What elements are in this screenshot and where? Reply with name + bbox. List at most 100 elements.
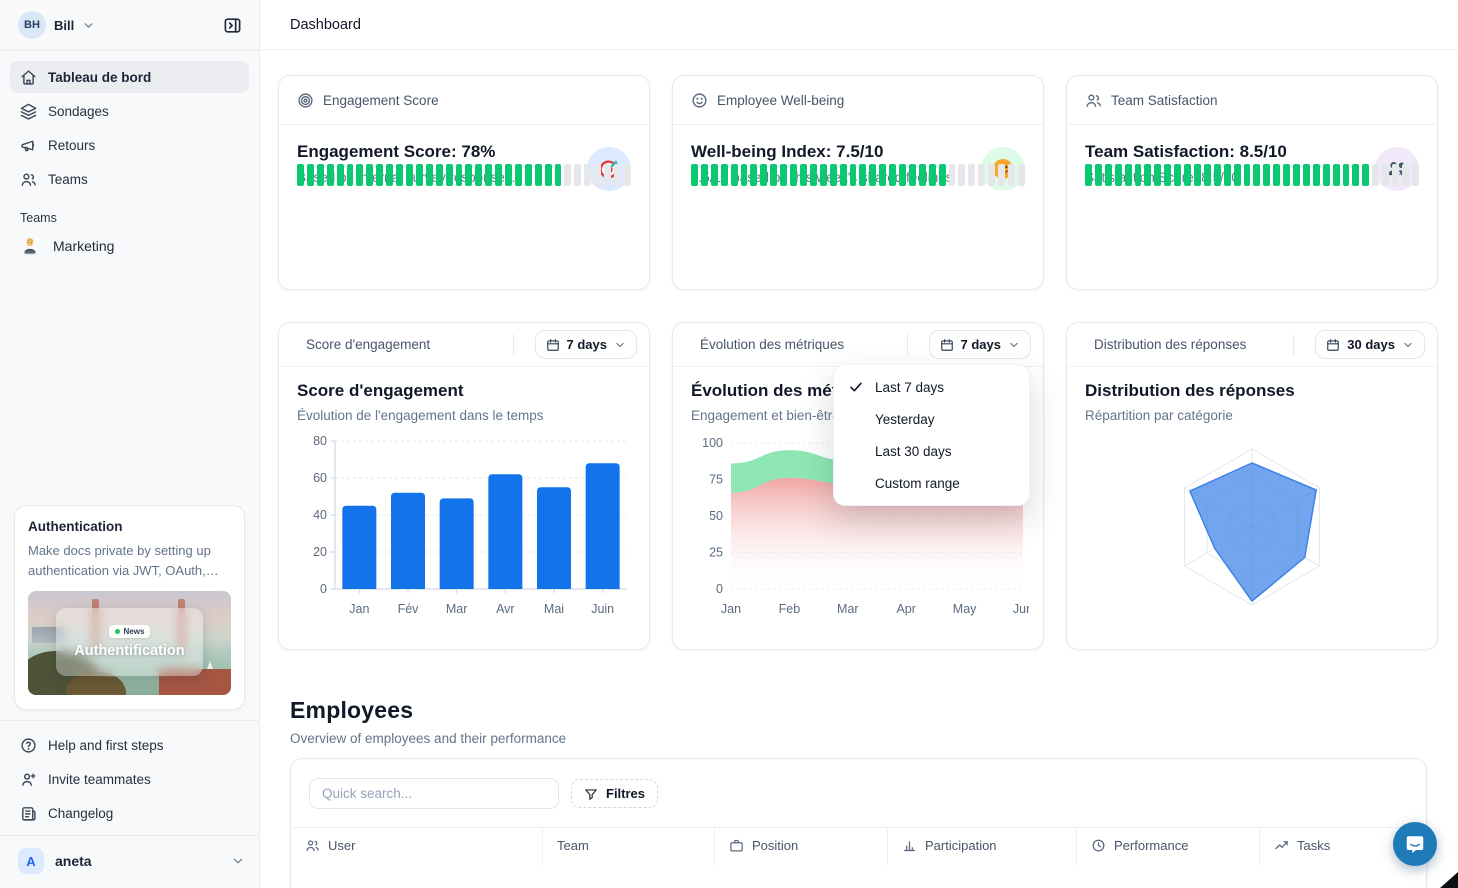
promo-overlay-card: News Authentification (56, 607, 203, 677)
sidebar-team-marketing[interactable]: Marketing (10, 229, 249, 263)
chevron-down-icon (1008, 339, 1020, 351)
filters-button[interactable]: Filtres (571, 779, 659, 808)
chart-subtitle: Évolution de l'engagement dans le temps (297, 408, 544, 423)
column-label: Team (557, 838, 589, 853)
divider (0, 50, 259, 51)
badge-dot-icon (114, 628, 120, 634)
sidebar-item-label: Tableau de bord (48, 69, 152, 85)
divider (906, 333, 908, 356)
check-spacer (848, 443, 864, 459)
menu-item-yesterday[interactable]: Yesterday (834, 403, 1029, 435)
menu-item-label: Yesterday (875, 411, 935, 427)
users-icon (1085, 92, 1102, 109)
collapse-sidebar-button[interactable] (219, 12, 245, 38)
chart-card-title: Distribution des réponses (1094, 337, 1247, 352)
sidebar-item-sondages[interactable]: Sondages (10, 95, 249, 127)
stat-value: Team Satisfaction: 8.5/10 (1085, 142, 1287, 161)
stat-card-title: Team Satisfaction (1111, 92, 1218, 108)
svg-text:Mai: Mai (544, 602, 564, 616)
date-range-button[interactable]: 7 days (534, 330, 637, 359)
sidebar-item-label: Teams (48, 171, 88, 187)
svg-text:Jan: Jan (349, 602, 369, 616)
promo-card-authentication[interactable]: Authentication Make docs private by sett… (14, 505, 245, 710)
sidebar-spacer (0, 263, 259, 495)
promo-description: Make docs private by setting up authenti… (28, 543, 211, 578)
check-spacer (848, 475, 864, 491)
promo-overlay-title: Authentification (74, 642, 185, 659)
menu-item-last-30-days[interactable]: Last 30 days (834, 435, 1029, 467)
sidebar-item-label: Help and first steps (48, 737, 164, 753)
sidebar-item-tableau-de-bord[interactable]: Tableau de bord (10, 61, 249, 93)
sidebar-item-label: Retours (48, 137, 96, 153)
employees-header: Employees Overview of employees and thei… (290, 697, 566, 746)
search-input[interactable] (309, 778, 559, 809)
chart-card-body: Score d'engagement Évolution de l'engage… (279, 367, 649, 617)
svg-text:Apr: Apr (896, 602, 915, 616)
newspaper-icon (20, 805, 37, 822)
svg-text:Juin: Juin (591, 602, 614, 616)
employees-table-header: User Team Position Participation (291, 827, 1426, 865)
column-header-performance[interactable]: Performance (1076, 828, 1259, 865)
workspace-switcher[interactable]: BH Bill (0, 0, 259, 50)
svg-text:75: 75 (709, 473, 723, 487)
sidebar-item-help[interactable]: Help and first steps (10, 729, 249, 761)
employees-toolbar: Filtres (291, 759, 1426, 827)
mouse-cursor (1440, 872, 1458, 888)
svg-text:25: 25 (709, 546, 723, 560)
chat-widget-button[interactable] (1393, 822, 1437, 866)
svg-text:May: May (953, 602, 977, 616)
stat-card-title: Employee Well-being (717, 92, 845, 108)
chart-subtitle: Répartition par catégorie (1085, 408, 1233, 423)
svg-text:40: 40 (313, 508, 327, 522)
sidebar-item-teams[interactable]: Teams (10, 163, 249, 195)
column-label: Performance (1114, 838, 1189, 853)
chart-card-header: Évolution des métriques 7 days (673, 323, 1043, 367)
sidebar-item-invite[interactable]: Invite teammates (10, 763, 249, 795)
chart-title: Score d'engagement (297, 381, 464, 400)
bar-chart-icon (902, 838, 917, 853)
column-header-team[interactable]: Team (542, 828, 714, 865)
column-header-tasks[interactable]: Tasks (1259, 828, 1426, 865)
menu-item-label: Last 30 days (875, 443, 952, 459)
check-icon (848, 379, 864, 395)
column-header-participation[interactable]: Participation (887, 828, 1076, 865)
promo-title: Authentication (28, 519, 123, 534)
menu-item-custom-range[interactable]: Custom range (834, 467, 1029, 499)
svg-text:Mar: Mar (446, 602, 468, 616)
chart-card-response-distribution: Distribution des réponses 30 days Distri… (1066, 322, 1438, 650)
stat-card-body: Engagement Score: 78% Based on internal … (279, 125, 649, 202)
sidebar-section-teams-label: Teams (20, 211, 57, 225)
smiley-icon (691, 92, 708, 109)
news-badge: News (108, 624, 151, 638)
employees-card: Filtres User Team Position (290, 758, 1427, 888)
date-range-button[interactable]: 7 days (928, 330, 1031, 359)
sidebar-item-changelog[interactable]: Changelog (10, 797, 249, 829)
stat-value: Well-being Index: 7.5/10 (691, 142, 884, 161)
column-label: User (328, 838, 356, 853)
sidebar-item-retours[interactable]: Retours (10, 129, 249, 161)
menu-item-last-7-days[interactable]: Last 7 days (834, 371, 1029, 403)
column-header-user[interactable]: User (291, 828, 542, 865)
chart-card-title: Score d'engagement (306, 337, 431, 352)
stat-card-header: Team Satisfaction (1067, 76, 1437, 125)
svg-text:Jun: Jun (1013, 602, 1029, 616)
chart-subtitle: Engagement et bien-être (691, 408, 840, 423)
sidebar-footer-nav: Help and first steps Invite teammates Ch… (0, 720, 259, 835)
filters-label: Filtres (606, 786, 646, 801)
page-title: Dashboard (290, 16, 361, 33)
date-range-label: 7 days (960, 337, 1001, 352)
column-header-position[interactable]: Position (714, 828, 887, 865)
chart-card-engagement-score: Score d'engagement 7 days Score d'engage… (278, 322, 650, 650)
date-range-button[interactable]: 30 days (1315, 330, 1425, 359)
divider (1293, 333, 1295, 356)
chevron-down-icon (1402, 339, 1414, 351)
chevron-down-icon (82, 19, 95, 32)
panel-collapse-icon (223, 16, 242, 35)
progress-bar (1085, 164, 1419, 186)
clock-icon (1091, 838, 1106, 853)
svg-text:Fév: Fév (398, 602, 420, 616)
chat-bubble-icon (1404, 833, 1426, 855)
help-circle-icon (20, 737, 37, 754)
account-switcher[interactable]: A aneta (0, 835, 259, 888)
column-label: Position (752, 838, 799, 853)
